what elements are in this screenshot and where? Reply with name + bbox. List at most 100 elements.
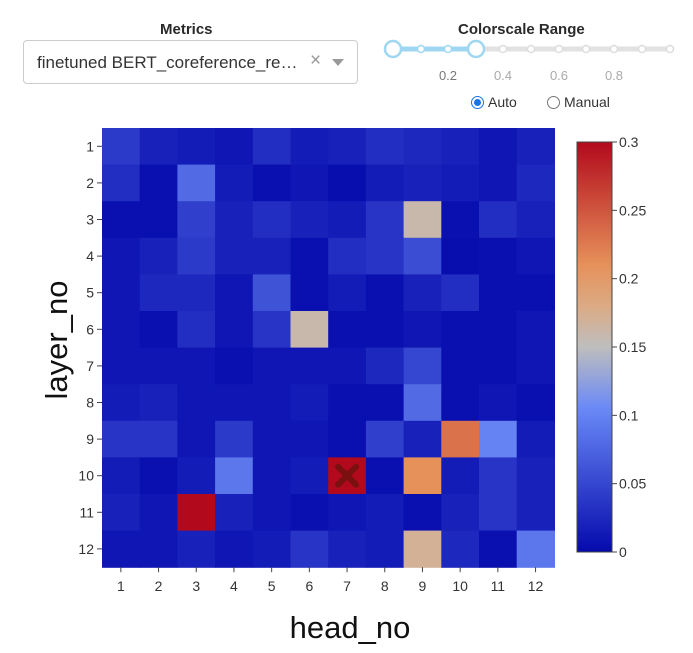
colorscale-range-title: Colorscale Range [458, 21, 585, 38]
radio-auto[interactable]: Auto [471, 94, 517, 110]
chevron-down-icon[interactable] [332, 59, 344, 66]
heatmap-cell [139, 128, 178, 166]
heatmap-cell [403, 237, 442, 275]
y-tick-label: 8 [86, 395, 94, 411]
slider-dot [526, 44, 536, 54]
heatmap-cell [365, 347, 405, 385]
x-tick-label: 1 [117, 578, 125, 594]
heatmap-cell [403, 530, 442, 568]
heatmap-cell [441, 128, 480, 166]
heatmap-cell [102, 237, 141, 275]
heatmap-cell [403, 347, 442, 385]
heatmap-cell [479, 420, 518, 458]
colorscale-range-slider[interactable]: 0.2 0.4 0.6 0.8 [380, 36, 680, 106]
heatmap-cell [516, 494, 555, 532]
heatmap-cell [516, 311, 555, 349]
heatmap-cell [328, 494, 367, 532]
heatmap-cell [215, 274, 254, 312]
heatmap-cell [441, 274, 480, 312]
heatmap-cell [252, 274, 292, 312]
heatmap-cell [479, 494, 518, 532]
heatmap-cell [102, 274, 141, 312]
heatmap-cell [328, 237, 367, 275]
heatmap-cell [403, 274, 442, 312]
y-axis-title: layer_no [39, 281, 74, 400]
heatmap-cell [177, 347, 216, 385]
y-tick-label: 6 [86, 321, 94, 337]
heatmap-cell [403, 494, 442, 532]
radio-auto-label: Auto [488, 94, 517, 110]
heatmap-cell [139, 311, 178, 349]
heatmap-cell [403, 164, 442, 202]
heatmap-cell [290, 201, 329, 239]
heatmap-cell [102, 420, 141, 458]
marker-layer [335, 463, 360, 488]
slider-handle-min[interactable] [383, 39, 403, 59]
heatmap-cell [252, 128, 292, 166]
heatmap-cell [328, 384, 367, 422]
radio-manual[interactable]: Manual [547, 94, 610, 110]
slider-tick-label: 0.8 [605, 68, 623, 83]
heatmap-cell [441, 311, 480, 349]
radio-auto-circle[interactable] [471, 96, 484, 109]
heatmap-cell [102, 201, 141, 239]
heatmap-cell [479, 530, 518, 568]
heatmap-cell [290, 494, 329, 532]
heatmap-cell [215, 530, 254, 568]
colorbar-tick-label: 0.05 [619, 476, 646, 492]
radio-manual-circle[interactable] [547, 96, 560, 109]
y-tick-label: 11 [79, 504, 94, 520]
heatmap-cell [328, 311, 367, 349]
y-tick-label: 7 [86, 358, 94, 374]
slider-dot [498, 44, 508, 54]
heatmap-cell [479, 311, 518, 349]
heatmap-cell [177, 384, 216, 422]
x-marker-icon [335, 463, 360, 488]
radio-manual-label: Manual [564, 94, 610, 110]
slider-dot [416, 44, 426, 54]
heatmap-cell [290, 457, 329, 495]
heatmap-cell [516, 530, 555, 568]
colorbar-tick-label: 0 [619, 544, 627, 560]
metrics-dropdown[interactable]: finetuned BERT_coreference_resolution × [23, 40, 358, 84]
heatmap-cell [215, 128, 254, 166]
heatmap-cell [441, 530, 480, 568]
heatmap-cell [215, 347, 254, 385]
heatmap-cell [479, 274, 518, 312]
heatmap-cell [441, 201, 480, 239]
x-tick-label: 7 [343, 578, 351, 594]
heatmap-cell [139, 384, 178, 422]
slider-handle-max[interactable] [466, 39, 486, 59]
heatmap-cell [252, 457, 292, 495]
heatmap-cell [365, 274, 405, 312]
y-tick-label: 3 [86, 212, 94, 228]
x-tick-label: 10 [452, 578, 468, 594]
heatmap-cell [516, 164, 555, 202]
heatmap-cell [102, 494, 141, 532]
metrics-title: Metrics [160, 21, 213, 38]
heatmap-cell [177, 494, 216, 532]
heatmap-cell [102, 457, 141, 495]
slider-dot [665, 44, 675, 54]
heatmap-cell [365, 128, 405, 166]
slider-dot [581, 44, 591, 54]
heatmap-cell [215, 384, 254, 422]
heatmap-cell [290, 164, 329, 202]
x-tick-label: 5 [268, 578, 276, 594]
clear-icon[interactable]: × [310, 50, 322, 71]
heatmap-cell [290, 311, 329, 349]
heatmap-cell [139, 274, 178, 312]
heatmap-cell [252, 237, 292, 275]
heatmap-cell [403, 457, 442, 495]
slider-dot [609, 44, 619, 54]
heatmap-cell [328, 201, 367, 239]
heatmap-cell [252, 201, 292, 239]
heatmap-cell [177, 201, 216, 239]
heatmap-cell [516, 347, 555, 385]
heatmap-cell [177, 164, 216, 202]
heatmap-cell [139, 494, 178, 532]
heatmap-cell [365, 201, 405, 239]
x-tick-label: 9 [419, 578, 427, 594]
heatmap-cell [365, 311, 405, 349]
